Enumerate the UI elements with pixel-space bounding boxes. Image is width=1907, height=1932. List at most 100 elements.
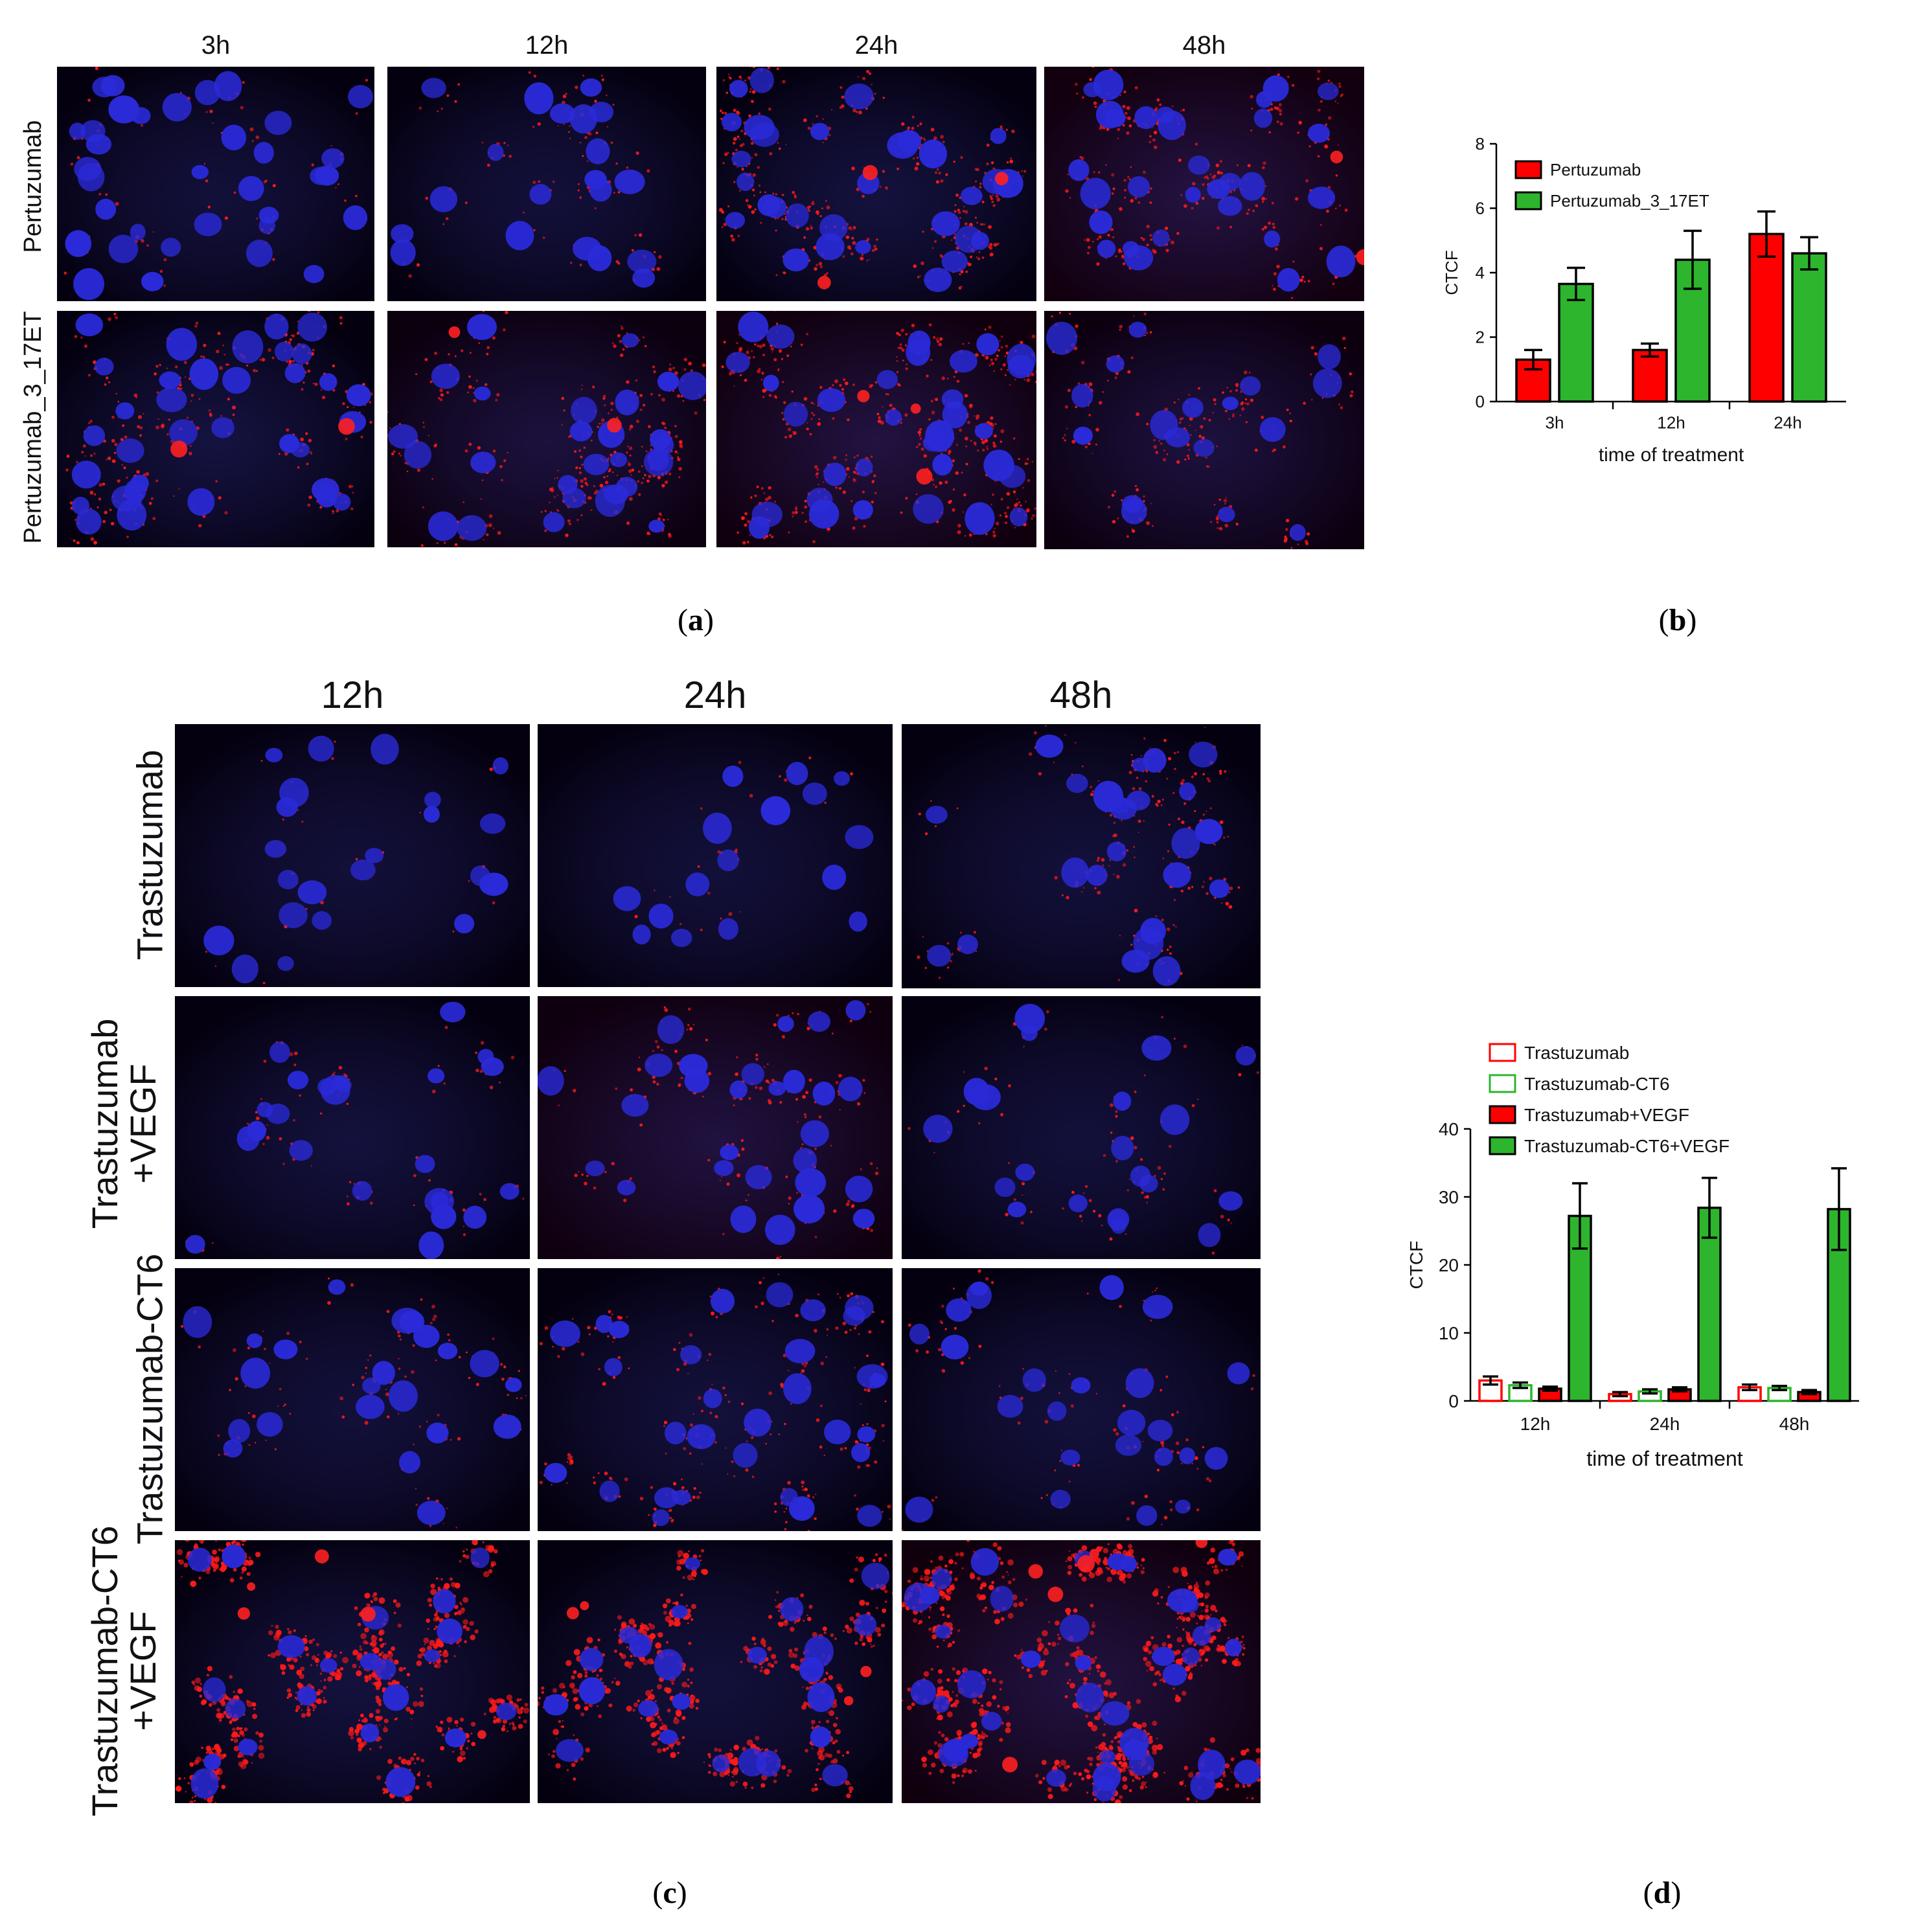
- error-bar: [1612, 1391, 1628, 1398]
- x-tick-label: 3h: [1546, 413, 1564, 433]
- micrograph-c-trastuzumab-ct6-vegf-24h: [538, 1540, 893, 1803]
- micrograph-texture: [175, 1268, 530, 1531]
- y-axis-label: CTCF: [1442, 250, 1461, 295]
- error-bar: [1567, 266, 1585, 302]
- x-tick-label: 24h: [1774, 413, 1801, 433]
- y-tick-label: 30: [1439, 1187, 1459, 1207]
- error-bar: [1742, 1383, 1757, 1391]
- micrograph-texture: [538, 1268, 893, 1531]
- bar: [1791, 252, 1827, 403]
- micrograph-texture: [387, 311, 706, 547]
- micrograph-texture: [716, 67, 1036, 301]
- micrograph-c-trastuzumab-vegf-48h: [902, 996, 1261, 1259]
- row-label-line: +VEGF: [122, 1063, 163, 1184]
- error-bar: [1641, 342, 1659, 358]
- legend-label: Pertuzumab: [1550, 160, 1641, 179]
- panel-a-caption: (a): [678, 603, 714, 637]
- legend-label: Trastuzumab+VEGF: [1524, 1105, 1689, 1125]
- micrograph-c-trastuzumab-vegf-24h: [538, 996, 893, 1259]
- legend-swatch: [1489, 1136, 1516, 1155]
- micrograph-texture: [175, 1540, 530, 1803]
- micrograph-texture: [902, 1268, 1261, 1531]
- row-label-line: Trastuzumab: [84, 1018, 126, 1229]
- micrograph-c-trastuzumab-24h: [538, 724, 893, 987]
- error-bar: [1757, 210, 1776, 258]
- micrograph-texture: [538, 724, 893, 987]
- micrograph-c-trastuzumab-vegf-12h: [175, 996, 530, 1259]
- micrograph-a-pertuzumab-3-17et-3h: [57, 311, 374, 547]
- micrograph-a-pertuzumab-48h: [1044, 67, 1364, 301]
- panel-a-col-header: 12h: [525, 31, 569, 60]
- panel-b-bar-chart: Pertuzumab Pertuzumab_3_17ET 0 2 4 6 8 CTCF time…: [1442, 134, 1846, 466]
- legend-label: Trastuzumab-CT6: [1524, 1074, 1670, 1094]
- panel-c-row-label: Trastuzumab-CT6 +VEGF: [84, 1525, 163, 1816]
- panel-a-col-header: 24h: [854, 31, 898, 60]
- micrograph-c-trastuzumab-48h: [902, 724, 1261, 988]
- micrograph-a-pertuzumab-12h: [387, 67, 706, 301]
- bar: [1632, 348, 1668, 403]
- y-tick-label: 8: [1476, 134, 1485, 153]
- x-tick-label: 12h: [1657, 413, 1685, 433]
- legend-label: Pertuzumab_3_17ET: [1550, 191, 1709, 210]
- y-axis-label: CTCF: [1406, 1241, 1426, 1290]
- panel-c-row-label: Trastuzumab-CT6: [129, 1253, 170, 1545]
- y-tick-label: 10: [1439, 1323, 1459, 1343]
- error-bar: [1524, 348, 1542, 370]
- micrograph-texture: [1044, 67, 1364, 301]
- x-tick-label: 24h: [1650, 1414, 1680, 1434]
- error-bar: [1483, 1375, 1498, 1386]
- panel-c-col-header: 24h: [683, 674, 747, 716]
- x-tick-label: 12h: [1520, 1414, 1551, 1434]
- micrograph-a-pertuzumab-3-17et-24h: [716, 311, 1036, 547]
- micrograph-texture: [538, 996, 893, 1259]
- row-label-line: +VEGF: [122, 1611, 163, 1731]
- panel-a-col-header: 3h: [201, 31, 231, 60]
- micrograph-a-pertuzumab-3-17et-48h: [1044, 311, 1364, 549]
- error-bar: [1542, 1385, 1558, 1392]
- micrograph-a-pertuzumab-3h: [57, 67, 374, 301]
- panel-c-row-label: Trastuzumab: [129, 749, 170, 960]
- micrograph-c-trastuzumab-ct6-vegf-48h: [902, 1540, 1261, 1803]
- micrograph-texture: [716, 311, 1036, 547]
- micrograph-c-trastuzumab-ct6-24h: [538, 1268, 893, 1531]
- error-bar: [1672, 1386, 1687, 1393]
- y-tick-label: 0: [1476, 392, 1485, 411]
- micrograph-texture: [1044, 311, 1364, 549]
- micrograph-texture: [902, 1540, 1261, 1803]
- micrograph-c-trastuzumab-ct6-vegf-12h: [175, 1540, 530, 1803]
- error-bar: [1801, 1389, 1817, 1396]
- micrograph-c-trastuzumab-ct6-48h: [902, 1268, 1261, 1531]
- micrograph-texture: [538, 1540, 893, 1803]
- panel-c-letter: c: [663, 1876, 677, 1910]
- bar: [1697, 1207, 1722, 1402]
- panel-a-letter: a: [688, 603, 703, 637]
- y-tick-label: 2: [1476, 328, 1485, 347]
- row-label-line: Trastuzumab-CT6: [129, 1253, 170, 1545]
- micrograph-texture: [387, 67, 706, 301]
- micrograph-texture: [57, 311, 374, 547]
- micrograph-a-pertuzumab-24h: [716, 67, 1036, 301]
- micrograph-texture: [57, 67, 374, 301]
- panel-a-col-header: 48h: [1182, 31, 1226, 60]
- legend-label: Trastuzumab-CT6+VEGF: [1524, 1136, 1730, 1156]
- panel-d-bar-chart: Trastuzumab Trastuzumab-CT6 Trastuzumab+VE…: [1406, 1043, 1859, 1470]
- y-tick-label: 20: [1439, 1255, 1459, 1275]
- micrograph-texture: [902, 724, 1261, 988]
- micrograph-texture: [175, 724, 530, 987]
- panel-a-row-label: Pertuzumab_3_17ET: [19, 311, 47, 544]
- panel-d-letter: d: [1653, 1876, 1671, 1910]
- bar: [1558, 282, 1594, 403]
- error-bar: [1642, 1388, 1658, 1395]
- legend-swatch: [1514, 160, 1542, 179]
- row-label-line: Trastuzumab: [129, 749, 170, 960]
- micrograph-texture: [902, 996, 1261, 1259]
- bar: [1748, 233, 1785, 403]
- panel-c-row-label: Trastuzumab +VEGF: [84, 1018, 163, 1229]
- panel-c-col-header: 12h: [321, 674, 384, 716]
- error-bar: [1684, 229, 1702, 290]
- error-bar: [1772, 1385, 1787, 1391]
- error-bar: [1513, 1381, 1528, 1389]
- legend-swatch: [1489, 1043, 1516, 1062]
- error-bar: [1572, 1182, 1588, 1250]
- legend-label: Trastuzumab: [1524, 1043, 1629, 1063]
